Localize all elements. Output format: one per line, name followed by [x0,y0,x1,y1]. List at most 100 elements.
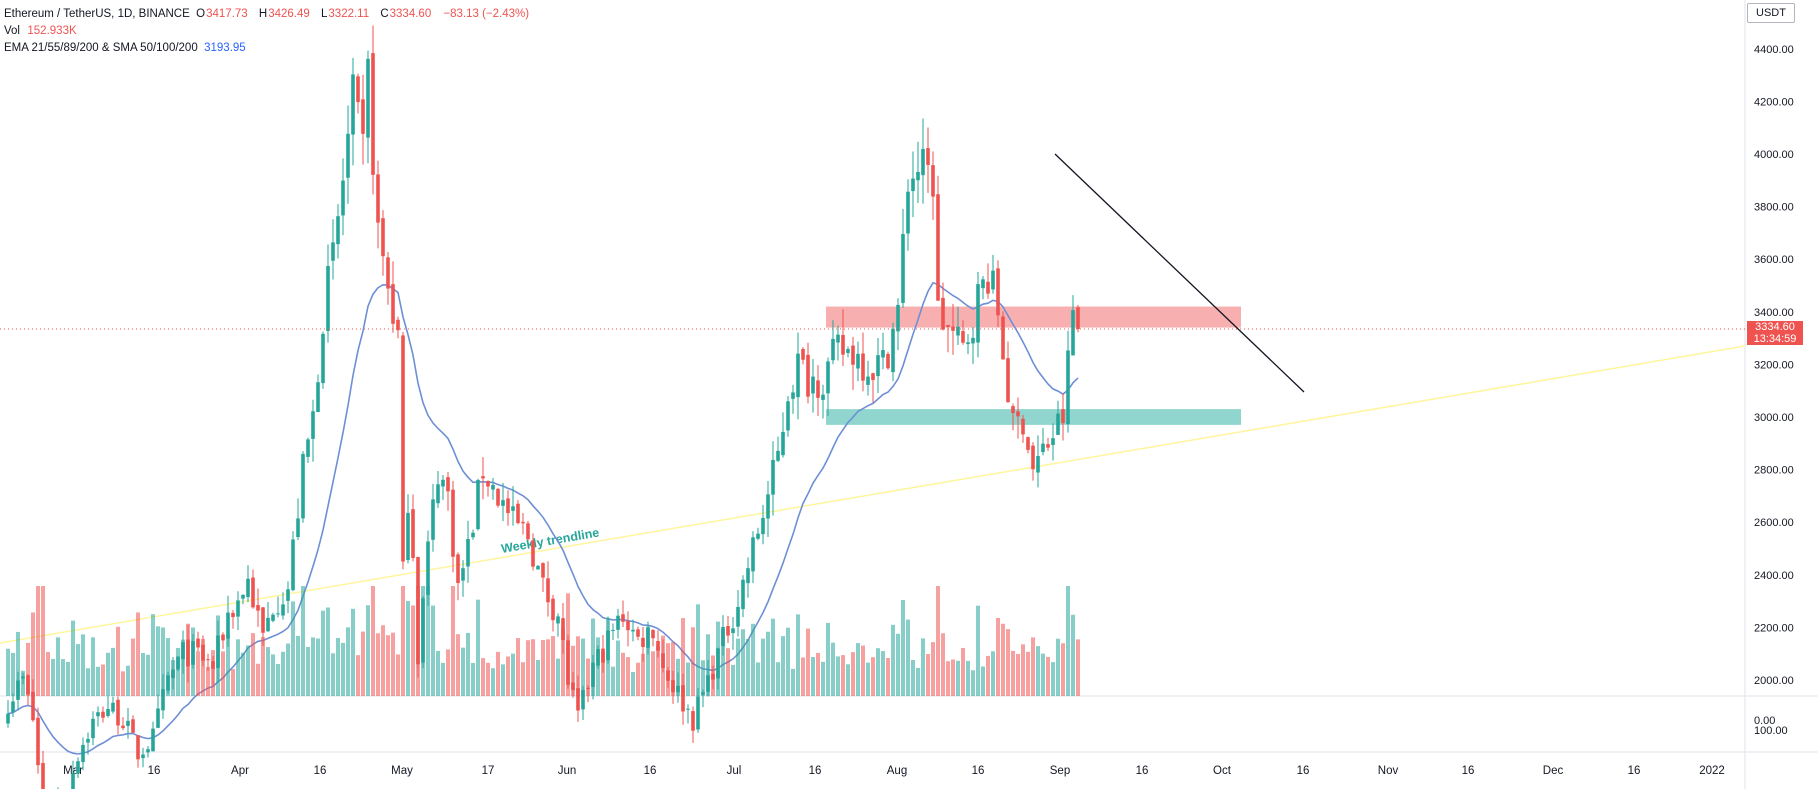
ema-line[interactable] [7,281,1079,755]
volume-bar [1056,638,1060,696]
volume-bar [26,642,30,696]
volume-bar [836,656,840,696]
candle-body [1051,438,1055,446]
symbol-title[interactable]: Ethereum / TetherUS, 1D, BINANCE [4,8,190,20]
candle-body [646,627,650,648]
chart-legend: Ethereum / TetherUS, 1D, BINANCE O3417.7… [4,6,537,57]
close-label: C [380,8,389,20]
candle-body [576,688,580,711]
ema-label[interactable]: EMA 21/55/89/200 & SMA 50/100/200 [4,42,198,54]
volume-bar [31,612,35,696]
volume-bar [871,657,875,696]
volume-bar [366,605,370,696]
volume-bar [331,653,335,696]
weekly-trendline[interactable] [0,345,1746,644]
candle-body [81,744,85,763]
candle-body [741,579,745,610]
volume-bar [801,657,805,696]
volume-bar [821,661,825,696]
candle-body [991,270,995,290]
candle-body [486,480,490,487]
volume-bar [246,645,250,696]
candle-body [361,99,365,134]
volume-bar [301,586,305,696]
volume-bar [341,642,345,696]
volume-tick-label: 0.00 [1754,715,1775,727]
volume-bar [256,663,260,696]
candle-body [441,479,445,487]
candle-body [106,709,110,716]
volume-bar [306,646,310,696]
volume-bar [1031,637,1035,696]
candle-body [181,642,185,660]
candle-body [651,630,655,639]
volume-bar [236,639,240,696]
volume-bar [431,605,435,696]
candle-body [931,165,935,197]
candle-body [621,614,625,622]
time-tick-label: May [391,765,413,777]
price-tick-label: 4200.00 [1754,96,1794,108]
candle-body [76,761,80,774]
candle-body [586,687,590,689]
candle-body [86,738,90,743]
volume-bar [746,639,750,696]
candle-body [726,626,730,636]
support-zone[interactable] [826,409,1241,425]
volume-bar [466,632,470,696]
volume-bar [461,647,465,696]
volume-bar [581,638,585,696]
volume-bar [111,647,115,696]
volume-tick-label: 100.00 [1754,725,1788,737]
volume-bar [121,671,125,696]
open-label: O [196,8,206,20]
volume-bar [346,627,350,696]
volume-bar [1046,656,1050,696]
volume-label[interactable]: Vol [4,25,20,37]
candle-body [16,680,20,700]
candle-body [536,565,540,570]
candle-body [196,638,200,648]
volume-bar [576,636,580,696]
candle-body [971,337,975,344]
volume-bar [146,654,150,696]
volume-bar [791,668,795,696]
low-value: 3322.11 [328,8,370,20]
candle-body [26,675,30,695]
volume-bar [506,656,510,696]
volume-bar [1011,650,1015,696]
time-tick-label: 16 [1628,765,1641,777]
close-value: 3334.60 [389,8,432,20]
candle-body [316,382,320,413]
volume-bar [476,599,480,696]
volume-bar [901,599,905,696]
resistance-zone[interactable] [826,306,1241,328]
volume-bar [96,666,100,696]
candle-body [266,617,270,632]
time-tick-label: 16 [148,765,161,777]
descending-trendline[interactable] [1054,153,1305,393]
time-tick-label: 16 [972,765,985,777]
candle-body [521,521,525,524]
volume-bar [221,651,225,696]
candle-body [756,533,760,539]
volume-bar [1026,651,1030,696]
candle-body [21,676,25,679]
price-tick-label: 2800.00 [1754,465,1794,477]
candle-body [296,518,300,538]
candle-body [751,537,755,572]
time-tick-label: Apr [231,765,249,777]
candle-body [431,499,435,540]
volume-bar [391,632,395,696]
candle-body [571,682,575,691]
candles [6,25,1080,789]
volume-bar [631,671,635,696]
candle-body [861,353,865,381]
candle-body [351,74,355,135]
volume-bar [571,645,575,696]
volume-bar [1071,614,1075,696]
candle-body [856,353,860,369]
candle-body [1061,409,1065,424]
currency-button[interactable]: USDT [1747,3,1795,23]
